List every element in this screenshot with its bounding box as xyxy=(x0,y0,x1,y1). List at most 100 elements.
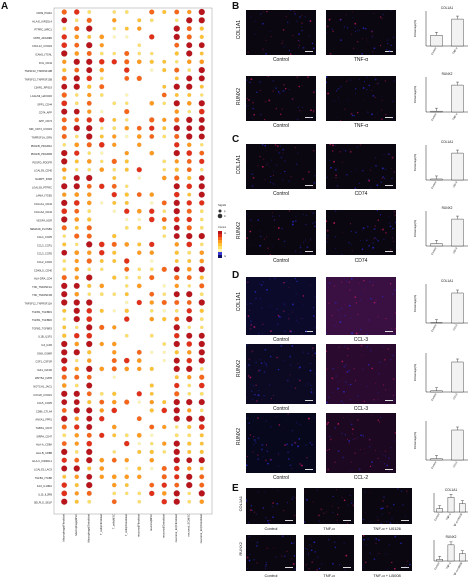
cell-dot xyxy=(363,289,366,291)
cell-dot xyxy=(379,214,382,216)
y-axis-label: Percentage(%) xyxy=(413,20,417,37)
cell-dot xyxy=(311,223,313,224)
cell-dot xyxy=(334,168,337,171)
category-label: TNF-α xyxy=(451,112,458,121)
cell-dot xyxy=(386,179,387,181)
bubble-point xyxy=(199,391,204,396)
cell-dot xyxy=(259,80,261,82)
cell-dot xyxy=(365,452,366,454)
cell-dot xyxy=(345,364,347,366)
cell-dot xyxy=(300,26,302,28)
bubble-point xyxy=(112,142,117,147)
bubble-point xyxy=(62,192,67,197)
bubble-point xyxy=(74,275,79,280)
bubble-point xyxy=(200,143,204,147)
bubble-point xyxy=(162,84,167,89)
caption-b-control-2: Control xyxy=(272,123,290,129)
panel-letter-d: D xyxy=(232,270,240,281)
cell-dot xyxy=(265,566,267,568)
caption-d-control-2: Control xyxy=(272,406,290,412)
cell-dot xyxy=(334,325,336,327)
bubble-point xyxy=(136,125,142,131)
bar xyxy=(451,152,464,181)
bubble-point xyxy=(62,143,67,147)
bubble-point xyxy=(111,158,117,165)
legend-title: Significance xyxy=(218,203,226,207)
bubble-point xyxy=(61,383,67,388)
cell-dot xyxy=(388,222,391,224)
micrograph-b-control-runx2 xyxy=(246,76,316,121)
bubble-point xyxy=(187,192,192,197)
cell-dot xyxy=(262,51,264,52)
cell-dot xyxy=(395,312,396,314)
cell-dot xyxy=(393,80,395,82)
cell-dot xyxy=(370,169,372,171)
cell-dot xyxy=(369,187,372,189)
cell-dot xyxy=(392,293,394,295)
bubble-point xyxy=(61,92,67,98)
cell-dot xyxy=(266,289,268,291)
bubble-point xyxy=(149,291,155,297)
bubble-point xyxy=(198,100,205,107)
bubble-point xyxy=(161,474,167,480)
row-label: WNT5A_FZD5 xyxy=(35,376,53,380)
row-label: LGALS3_LAG3 xyxy=(34,468,52,472)
bubble-point xyxy=(186,100,192,106)
legend-color-step xyxy=(218,243,222,246)
bubble-point xyxy=(173,208,180,215)
cell-dot xyxy=(269,330,272,333)
row-label: NOTCH1_JAG1 xyxy=(33,385,52,389)
bubble-point xyxy=(174,76,179,81)
bubble-point xyxy=(73,407,80,414)
bubble-point xyxy=(61,441,67,447)
cell-dot xyxy=(282,29,285,31)
bubble-point xyxy=(125,101,129,106)
cell-dot xyxy=(257,219,260,222)
bubble-point xyxy=(174,316,180,322)
bubble-point xyxy=(73,58,80,65)
row-label: TNF_TNFRSF1B xyxy=(32,293,52,297)
cell-dot xyxy=(392,395,394,396)
bubble-point xyxy=(174,375,179,380)
bubble-point xyxy=(149,241,155,248)
bubble-point xyxy=(162,292,166,296)
cell-dot xyxy=(290,364,292,366)
bubble-point xyxy=(199,217,204,222)
column-label: neuronal_EC|Fibroblast xyxy=(174,514,178,542)
cell-dot xyxy=(261,165,264,168)
cell-dot xyxy=(273,219,276,222)
bubble-point xyxy=(99,466,105,471)
cell-dot xyxy=(384,177,386,179)
cell-dot xyxy=(373,558,376,560)
bubble-point xyxy=(137,18,142,23)
cell-dot xyxy=(313,417,315,419)
cell-dot xyxy=(248,422,250,424)
cell-dot xyxy=(351,114,354,117)
cell-dot xyxy=(291,97,294,100)
cell-dot xyxy=(346,80,348,83)
cell-dot xyxy=(354,452,356,455)
cell-dot xyxy=(336,21,338,22)
bubble-point xyxy=(99,408,105,413)
cell-dot xyxy=(347,488,349,490)
cell-dot xyxy=(332,30,334,33)
bubble-point xyxy=(75,242,79,247)
cell-dot xyxy=(362,318,364,319)
cell-dot xyxy=(309,20,312,22)
cell-dot xyxy=(334,425,335,427)
cell-dot xyxy=(390,328,393,330)
row-label: TNFSF10_TNFRSF10B xyxy=(24,69,52,73)
row-label: PDGFD_PDGFR xyxy=(32,160,52,164)
cell-dot xyxy=(265,564,267,566)
cell-dot xyxy=(289,374,291,376)
micrograph-e-tnf-lb008-runx2 xyxy=(362,535,412,571)
cell-dot xyxy=(296,420,298,422)
cell-dot xyxy=(266,450,268,453)
cell-dot xyxy=(373,399,375,401)
bubble-point xyxy=(62,317,66,321)
cell-dot xyxy=(326,81,328,83)
cell-dot xyxy=(269,458,272,461)
cell-dot xyxy=(277,238,280,241)
